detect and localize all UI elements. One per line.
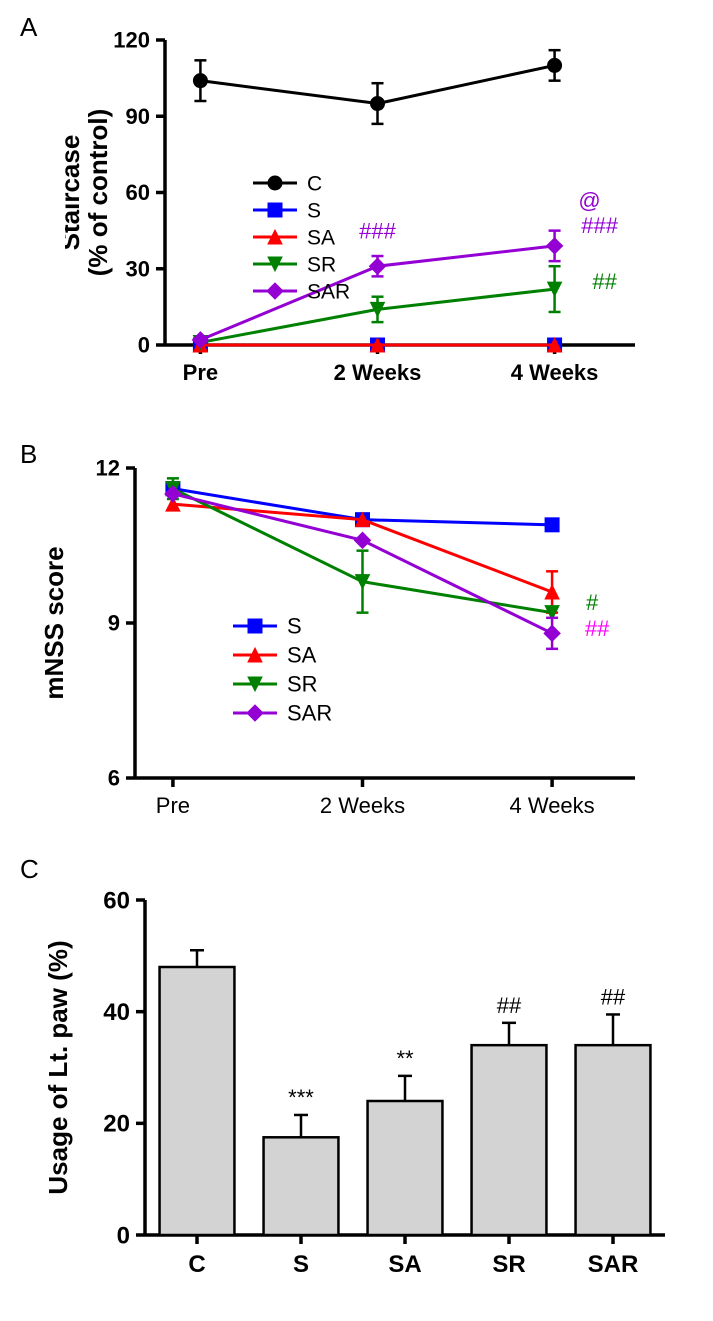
svg-text:SAR: SAR <box>307 280 350 303</box>
svg-text:4 Weeks: 4 Weeks <box>511 360 599 385</box>
svg-text:C: C <box>307 172 322 195</box>
svg-text:9: 9 <box>108 611 120 636</box>
figure-root: A B C 0306090120Pre2 Weeks4 WeeksStairca… <box>0 0 713 1321</box>
svg-text:Usage of Lt. paw (%): Usage of Lt. paw (%) <box>43 940 73 1194</box>
svg-text:***: *** <box>288 1085 314 1110</box>
svg-text:**: ** <box>396 1046 414 1071</box>
svg-text:##: ## <box>497 993 522 1018</box>
svg-text:##: ## <box>592 269 617 294</box>
svg-text:S: S <box>307 199 321 222</box>
svg-text:mNSS score: mNSS score <box>39 546 69 699</box>
svg-text:0: 0 <box>138 333 150 358</box>
svg-text:Pre: Pre <box>183 360 218 385</box>
svg-text:SR: SR <box>307 253 336 276</box>
svg-text:20: 20 <box>103 1111 130 1138</box>
svg-text:30: 30 <box>126 256 150 281</box>
svg-text:60: 60 <box>103 887 130 914</box>
svg-text:6: 6 <box>108 766 120 791</box>
svg-text:SA: SA <box>287 643 317 668</box>
svg-text:60: 60 <box>126 180 150 205</box>
svg-text:SAR: SAR <box>588 1251 639 1278</box>
svg-text:SR: SR <box>492 1251 525 1278</box>
svg-text:Staircase: Staircase <box>65 135 85 251</box>
svg-text:##: ## <box>585 616 610 641</box>
svg-text:120: 120 <box>113 30 150 53</box>
svg-text:S: S <box>287 614 302 639</box>
svg-text:@: @ <box>578 188 600 213</box>
svg-text:4 Weeks: 4 Weeks <box>509 793 594 818</box>
panel-a-label: A <box>20 12 37 43</box>
svg-text:0: 0 <box>117 1222 130 1249</box>
svg-text:SR: SR <box>287 672 318 697</box>
svg-text:2 Weeks: 2 Weeks <box>320 793 405 818</box>
svg-text:(% of control): (% of control) <box>83 109 113 277</box>
svg-text:SA: SA <box>388 1251 421 1278</box>
panel-a-chart: 0 30 60 90 120 Pre 2 Weeks 4 Weeks Staircase(% o… <box>65 30 655 415</box>
svg-text:##: ## <box>601 984 626 1009</box>
svg-text:Pre: Pre <box>156 793 190 818</box>
svg-text:40: 40 <box>103 999 130 1026</box>
svg-text:SA: SA <box>307 226 335 249</box>
svg-text:90: 90 <box>126 104 150 129</box>
panel-c-chart: 0204060Usage of Lt. paw (%)CSSASRSAR****… <box>35 880 695 1305</box>
svg-text:#: # <box>586 590 599 615</box>
svg-text:###: ### <box>581 213 618 238</box>
svg-text:C: C <box>188 1251 205 1278</box>
svg-text:2 Weeks: 2 Weeks <box>334 360 422 385</box>
svg-text:S: S <box>293 1251 309 1278</box>
svg-text:12: 12 <box>96 458 120 481</box>
svg-text:###: ### <box>359 218 396 243</box>
svg-text:SAR: SAR <box>287 701 332 726</box>
panel-b-chart: 6 9 12 Pre 2 Weeks 4 Weeks mNSS score S SA SR SAR #… <box>35 458 655 848</box>
